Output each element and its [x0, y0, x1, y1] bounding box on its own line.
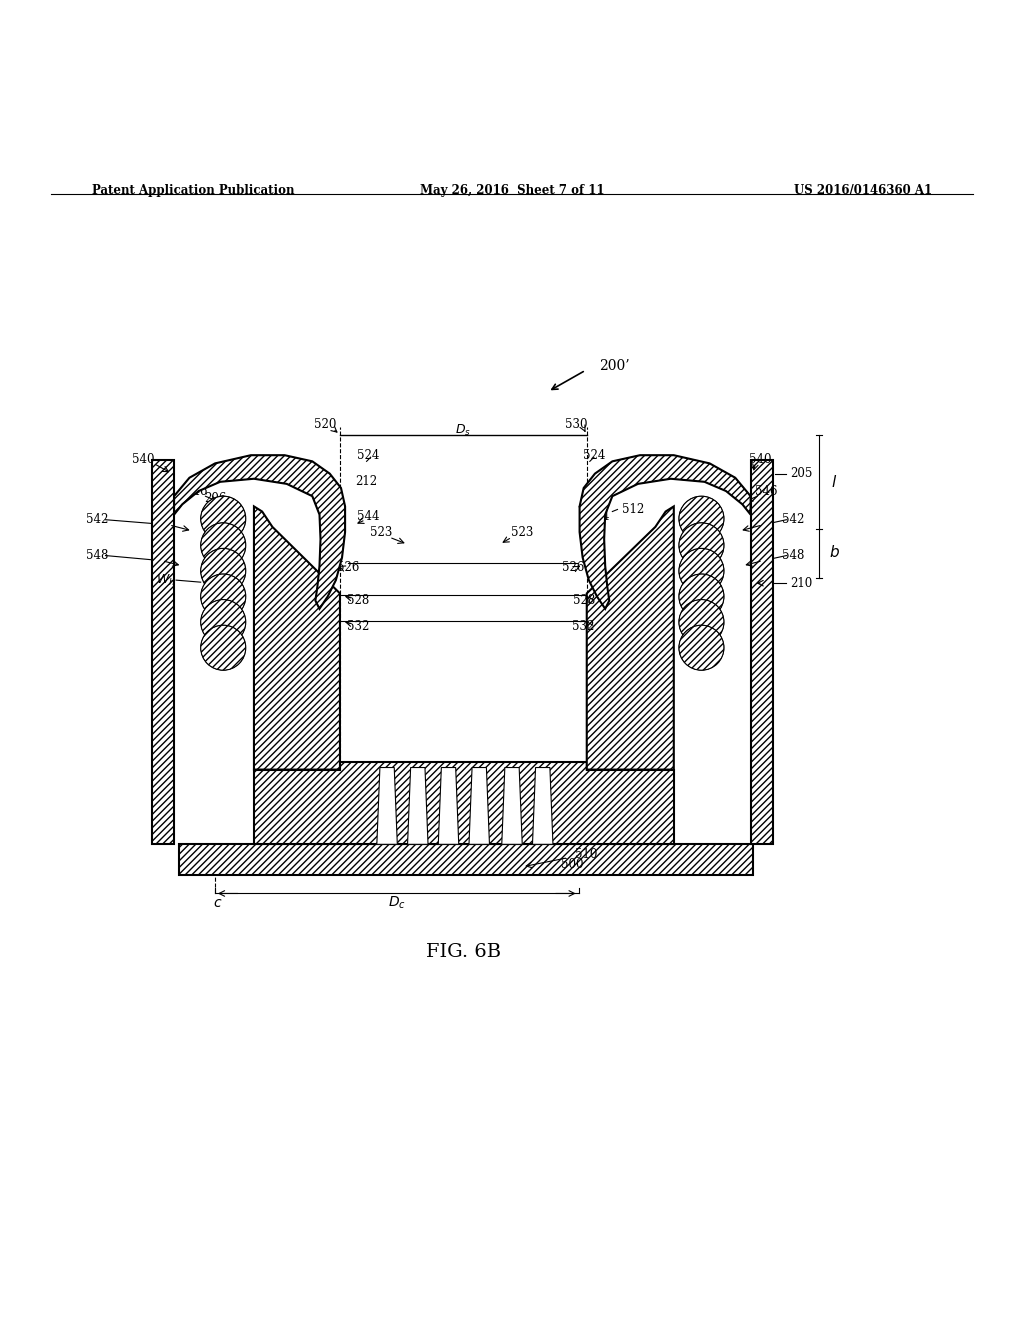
Circle shape — [201, 523, 246, 568]
Circle shape — [679, 574, 724, 619]
Polygon shape — [408, 767, 428, 845]
Text: FIG. 6B: FIG. 6B — [426, 942, 502, 961]
Text: 540: 540 — [132, 453, 155, 466]
Polygon shape — [254, 763, 674, 845]
Text: 532: 532 — [572, 619, 595, 632]
Text: 206: 206 — [586, 492, 608, 504]
Polygon shape — [580, 455, 751, 609]
Text: 205: 205 — [791, 467, 813, 480]
Text: $D_s$: $D_s$ — [455, 424, 471, 438]
Circle shape — [679, 599, 724, 644]
Circle shape — [201, 599, 246, 644]
Text: 540: 540 — [749, 453, 771, 466]
Polygon shape — [587, 507, 674, 770]
Text: $c$: $c$ — [213, 896, 223, 909]
Circle shape — [201, 496, 246, 541]
Text: 542: 542 — [782, 513, 805, 527]
Text: 544: 544 — [587, 510, 609, 523]
Polygon shape — [502, 767, 522, 845]
Text: 512: 512 — [622, 503, 644, 516]
Text: 530: 530 — [565, 418, 588, 430]
Text: 544: 544 — [357, 510, 380, 523]
Text: 528: 528 — [572, 594, 595, 607]
Circle shape — [201, 548, 246, 594]
Text: 548: 548 — [782, 549, 805, 562]
Text: $b$: $b$ — [829, 544, 840, 561]
Text: 523: 523 — [511, 525, 534, 539]
Text: 206: 206 — [204, 492, 226, 504]
Circle shape — [679, 523, 724, 568]
Circle shape — [201, 626, 246, 671]
Polygon shape — [174, 455, 345, 609]
Text: 510: 510 — [575, 847, 598, 861]
Text: 523: 523 — [370, 525, 392, 539]
Circle shape — [679, 626, 724, 671]
Polygon shape — [254, 507, 340, 770]
Polygon shape — [438, 767, 459, 845]
Text: $l$: $l$ — [831, 474, 838, 490]
Text: 528: 528 — [347, 594, 370, 607]
Text: 500: 500 — [561, 858, 584, 871]
Text: $D_c$: $D_c$ — [388, 895, 407, 911]
Text: 524: 524 — [583, 449, 605, 462]
Text: 526: 526 — [337, 561, 359, 574]
Text: Patent Application Publication: Patent Application Publication — [92, 183, 295, 197]
Polygon shape — [179, 845, 753, 875]
Polygon shape — [152, 461, 174, 845]
Text: 212: 212 — [355, 475, 378, 488]
Text: 524: 524 — [357, 449, 380, 462]
Text: 532: 532 — [347, 619, 370, 632]
Text: 542: 542 — [86, 513, 109, 527]
Text: 546: 546 — [755, 484, 777, 498]
Circle shape — [201, 574, 246, 619]
Polygon shape — [469, 767, 489, 845]
Text: 200’: 200’ — [599, 359, 630, 374]
Text: 212: 212 — [609, 475, 632, 488]
Text: US 2016/0146360 A1: US 2016/0146360 A1 — [794, 183, 932, 197]
Text: 520: 520 — [314, 418, 337, 430]
Text: $W_h$: $W_h$ — [157, 573, 175, 587]
Circle shape — [679, 496, 724, 541]
Polygon shape — [532, 767, 553, 845]
Text: May 26, 2016  Sheet 7 of 11: May 26, 2016 Sheet 7 of 11 — [420, 183, 604, 197]
Text: 546: 546 — [185, 484, 208, 498]
Polygon shape — [751, 461, 773, 845]
Polygon shape — [377, 767, 397, 845]
Text: 210: 210 — [791, 577, 813, 590]
Text: 548: 548 — [86, 549, 109, 562]
Text: 526: 526 — [562, 561, 585, 574]
Circle shape — [679, 548, 724, 594]
